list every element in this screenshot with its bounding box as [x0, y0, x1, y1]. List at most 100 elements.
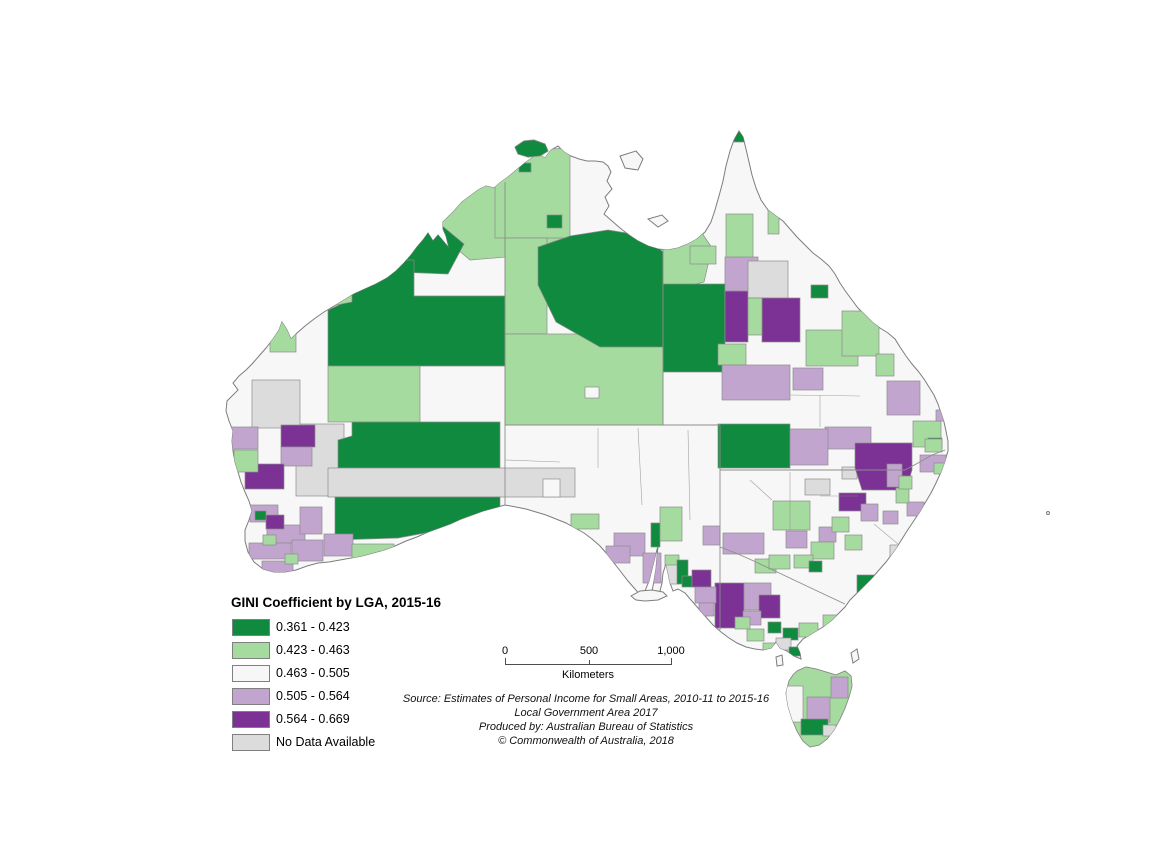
- legend-swatch-dark-green: [232, 619, 270, 636]
- scale-bar-line: [505, 664, 672, 665]
- region-mount-isa: [662, 283, 726, 373]
- legend-label: No Data Available: [276, 735, 376, 749]
- legend-title: GINI Coefficient by LGA, 2015-16: [231, 595, 442, 610]
- region-flinders-sa-lg: [659, 506, 683, 542]
- region-geraldton-coast: [229, 426, 259, 450]
- region-ceduna-lg: [570, 513, 600, 530]
- region-nsw-lg-7: [895, 487, 910, 504]
- lga-boundary-texture: [504, 394, 899, 545]
- border-qld-nsw: [720, 449, 946, 471]
- region-wheatbelt-lp-4: [291, 539, 324, 562]
- region-isaac-lg: [841, 310, 880, 357]
- region-prom-g: [788, 646, 803, 657]
- region-cloncurry: [724, 290, 749, 343]
- scale-tick-label-500: 500: [579, 645, 599, 657]
- region-eyre-lp-2: [605, 545, 631, 564]
- region-nsw-lg-8: [924, 438, 943, 453]
- region-vic-lg-2: [746, 628, 765, 642]
- region-paroo-lp: [789, 428, 829, 466]
- region-goondiwindi-nd: [841, 466, 858, 480]
- legend-swatch-dark-purple: [232, 711, 270, 728]
- region-dalwallinu: [244, 463, 285, 490]
- legend-label: 0.505 - 0.564: [276, 689, 350, 703]
- region-wheatbelt-lg-2: [284, 553, 299, 565]
- region-mckinlay: [761, 297, 801, 343]
- source-line-2: Local Government Area 2017: [514, 707, 658, 719]
- region-perth-green: [254, 510, 267, 521]
- region-macedon-g: [767, 621, 782, 634]
- groote-eylandt-outline: [619, 150, 644, 171]
- region-bulloo: [717, 423, 791, 469]
- region-darwin: [518, 162, 532, 173]
- region-ravensthorpe: [323, 533, 354, 557]
- region-tas-ne: [830, 676, 849, 699]
- king-island-outline: [775, 654, 784, 667]
- region-vic-lg-1: [768, 554, 791, 570]
- region-kynuna-lg: [747, 297, 763, 336]
- scale-bar-tick: [505, 658, 506, 665]
- region-hughenden-g: [810, 284, 829, 299]
- region-midwest-gray-2: [251, 379, 301, 429]
- region-laverton-band: [337, 421, 501, 469]
- region-cairns-strip: [767, 207, 780, 235]
- region-wheatbelt-lp-5: [299, 506, 323, 535]
- region-vic-lg-4: [798, 622, 819, 638]
- region-nsw-lp-5: [882, 510, 899, 525]
- region-banana-lp: [886, 380, 921, 416]
- region-npa-green: [733, 131, 748, 143]
- region-alice-dot: [584, 386, 600, 399]
- scale-tick-label-1000: 1,000: [657, 645, 685, 657]
- scale-bar-tick: [589, 660, 590, 665]
- kangaroo-island-outline: [630, 589, 668, 602]
- region-nsw-lg-2: [810, 541, 835, 560]
- legend-label: 0.423 - 0.463: [276, 643, 350, 657]
- state-borders: [504, 182, 946, 630]
- legend-swatch-white: [232, 665, 270, 682]
- region-nsw-lg-1: [772, 500, 811, 531]
- region-wheatbelt-lg-1: [262, 534, 277, 546]
- region-winton-lp: [721, 364, 791, 401]
- region-norseman-band: [334, 496, 501, 541]
- region-nsw-lg-3: [831, 516, 850, 533]
- source-line-3: Produced by: Australian Bureau of Statis…: [478, 721, 694, 733]
- region-riverland-lp: [702, 525, 721, 546]
- region-tas-central: [806, 696, 831, 723]
- region-yorke-lp: [642, 552, 662, 584]
- scale-tick-label-0: 0: [501, 645, 509, 657]
- scale-bar-tick: [671, 658, 672, 665]
- region-sandstone: [280, 424, 316, 448]
- region-young-g: [808, 560, 823, 573]
- region-forrest-pocket: [542, 478, 561, 498]
- region-bourke-nd: [804, 478, 831, 496]
- region-karumba-lg: [689, 245, 717, 265]
- region-nt-south: [504, 333, 664, 426]
- region-nsw-lg-4: [844, 534, 863, 551]
- region-vic-lg-3: [762, 642, 778, 654]
- region-capeyork-west-lg: [725, 213, 754, 261]
- border-murray: [719, 546, 846, 605]
- region-esperance: [351, 543, 395, 559]
- region-tas-west: [785, 685, 804, 723]
- source-line-4: © Commonwealth of Australia, 2018: [498, 735, 674, 747]
- legend-swatch-no-data: [232, 734, 270, 751]
- region-snowy: [856, 574, 885, 600]
- region-duchess-lg: [717, 343, 747, 366]
- region-yalgoo: [280, 446, 313, 467]
- region-richmond-nd: [747, 260, 789, 299]
- region-coonamble: [838, 492, 867, 512]
- region-nullarbor-gray: [327, 467, 576, 498]
- legend-label: 0.463 - 0.505: [276, 666, 350, 680]
- region-murraylands-lp: [694, 586, 717, 604]
- source-line-1: Source: Estimates of Personal Income for…: [402, 693, 770, 705]
- legend-swatch-light-purple: [232, 688, 270, 705]
- region-horsham-dp: [758, 594, 781, 619]
- flinders-island-outline: [850, 648, 860, 664]
- region-meekatharra: [327, 365, 421, 423]
- legend-label: 0.361 - 0.423: [276, 620, 350, 634]
- region-karoonda-dp: [691, 569, 712, 588]
- region-port-augusta-g: [650, 522, 661, 548]
- region-sydney-nd: [889, 544, 907, 562]
- region-northampton: [233, 449, 259, 473]
- region-nsw-lg-10: [898, 475, 913, 490]
